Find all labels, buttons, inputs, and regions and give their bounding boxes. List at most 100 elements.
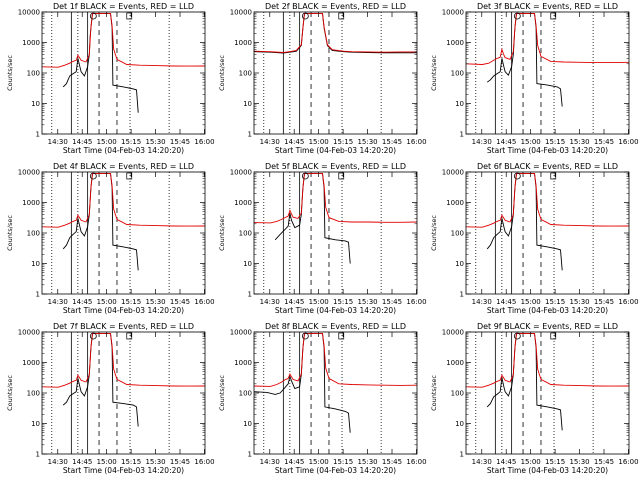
- peak-marker-circle: [513, 332, 521, 340]
- plot-frame: [253, 11, 418, 135]
- top-box-marker: [126, 332, 133, 340]
- x-axis-label: Start Time (04-Feb-03 14:20:20): [487, 466, 608, 475]
- panel-4: Det 4f BLACK = Events, RED = LLD 1 10 100 10…: [6, 162, 215, 315]
- x-tick-label: 15:45: [382, 298, 402, 306]
- y-tick-label: 10000: [442, 169, 464, 177]
- y-tick-label: 1000: [446, 199, 464, 207]
- x-tick-label: 15:00: [309, 298, 329, 306]
- series-lld-line: [465, 332, 630, 388]
- y-tick-label: 10000: [230, 329, 252, 337]
- y-axis-label: Counts/sec: [6, 375, 14, 411]
- panel-title: Det 5f BLACK = Events, RED = LLD: [265, 162, 406, 171]
- x-axis-label: Start Time (04-Feb-03 14:20:20): [275, 306, 396, 315]
- x-tick-label: 15:30: [357, 298, 377, 306]
- top-box-marker: [126, 12, 133, 20]
- x-tick-label: 14:30: [472, 298, 492, 306]
- peak-marker-circle: [89, 12, 97, 20]
- y-tick-label: 10: [455, 420, 464, 428]
- y-tick-label: 1000: [22, 199, 40, 207]
- series-events-line: [486, 12, 563, 107]
- series-events-line: [62, 12, 139, 113]
- x-tick-label: 14:30: [260, 458, 280, 466]
- panel-title: Det 2f BLACK = Events, RED = LLD: [265, 2, 406, 11]
- x-tick-label: 15:45: [594, 458, 614, 466]
- x-tick-label: 15:30: [569, 138, 589, 146]
- series-events-line: [62, 332, 139, 427]
- x-tick-label: 15:00: [309, 458, 329, 466]
- y-tick-label: 1000: [446, 359, 464, 367]
- y-tick-label: 10000: [18, 9, 40, 17]
- x-tick-label: 15:00: [97, 458, 117, 466]
- x-tick-label: 15:45: [170, 298, 190, 306]
- y-tick-label: 1: [460, 131, 464, 139]
- plot-frame: [41, 11, 206, 135]
- x-axis-label: Start Time (04-Feb-03 14:20:20): [275, 466, 396, 475]
- x-tick-label: 15:45: [382, 458, 402, 466]
- panel-2: Det 2f BLACK = Events, RED = LLD 1 10 100 10…: [218, 2, 427, 155]
- y-tick-label: 10: [455, 100, 464, 108]
- x-tick-label: 16:00: [406, 298, 426, 306]
- x-tick-label: 15:30: [569, 298, 589, 306]
- x-tick-label: 16:00: [406, 458, 426, 466]
- y-tick-label: 1: [248, 131, 252, 139]
- x-tick-label: 14:45: [72, 138, 92, 146]
- x-tick-label: 14:30: [48, 138, 68, 146]
- x-tick-label: 14:45: [496, 138, 516, 146]
- y-tick-label: 1000: [22, 39, 40, 47]
- peak-marker-circle: [89, 332, 97, 340]
- panel-9: Det 9f BLACK = Events, RED = LLD 1 10 100 10…: [430, 322, 639, 475]
- x-tick-label: 15:45: [594, 298, 614, 306]
- series-lld-line: [253, 172, 418, 224]
- top-box-marker: [338, 172, 345, 180]
- x-tick-label: 14:30: [48, 298, 68, 306]
- plot-frame: [41, 331, 206, 455]
- x-tick-label: 15:15: [333, 458, 353, 466]
- y-tick-label: 1: [36, 451, 40, 459]
- x-tick-label: 16:00: [618, 138, 638, 146]
- y-tick-label: 10000: [442, 9, 464, 17]
- y-tick-label: 100: [27, 390, 40, 398]
- y-tick-label: 10: [243, 260, 252, 268]
- plot-frame: [253, 331, 418, 455]
- x-tick-label: 15:15: [121, 138, 141, 146]
- x-tick-label: 14:45: [496, 458, 516, 466]
- x-tick-label: 15:15: [121, 458, 141, 466]
- panel-7: Det 7f BLACK = Events, RED = LLD 1 10 100 10…: [6, 322, 215, 475]
- y-tick-label: 1000: [446, 39, 464, 47]
- series-lld-line: [253, 332, 418, 387]
- y-axis-label: Counts/sec: [430, 55, 438, 91]
- panel-title: Det 6f BLACK = Events, RED = LLD: [477, 162, 618, 171]
- x-axis-label: Start Time (04-Feb-03 14:20:20): [275, 146, 396, 155]
- y-axis-label: Counts/sec: [218, 215, 226, 251]
- series-events-line: [486, 172, 563, 271]
- panel-title: Det 3f BLACK = Events, RED = LLD: [477, 2, 618, 11]
- peak-marker-circle: [301, 12, 309, 20]
- y-tick-label: 100: [451, 70, 464, 78]
- x-tick-label: 15:00: [97, 138, 117, 146]
- x-tick-label: 14:45: [284, 458, 304, 466]
- y-tick-label: 10: [243, 100, 252, 108]
- x-tick-label: 16:00: [194, 298, 214, 306]
- x-tick-label: 15:45: [382, 138, 402, 146]
- x-tick-label: 14:30: [472, 458, 492, 466]
- x-tick-label: 15:15: [545, 458, 565, 466]
- y-tick-label: 100: [27, 230, 40, 238]
- series-lld-line: [465, 12, 630, 65]
- x-axis-label: Start Time (04-Feb-03 14:20:20): [487, 146, 608, 155]
- y-tick-label: 10000: [442, 329, 464, 337]
- y-tick-label: 10: [455, 260, 464, 268]
- x-tick-label: 16:00: [194, 458, 214, 466]
- y-tick-label: 100: [27, 70, 40, 78]
- top-box-marker: [126, 172, 133, 180]
- peak-marker-circle: [301, 172, 309, 180]
- x-tick-label: 14:45: [284, 138, 304, 146]
- series-lld-line: [41, 332, 206, 388]
- panel-6: Det 6f BLACK = Events, RED = LLD 1 10 100 10…: [430, 162, 639, 315]
- x-tick-label: 15:30: [357, 458, 377, 466]
- x-tick-label: 14:45: [72, 298, 92, 306]
- panel-8: Det 8f BLACK = Events, RED = LLD 1 10 100 10…: [218, 322, 427, 475]
- top-box-marker: [550, 172, 557, 180]
- y-tick-label: 10000: [230, 9, 252, 17]
- x-tick-label: 14:45: [284, 298, 304, 306]
- y-tick-label: 10: [31, 100, 40, 108]
